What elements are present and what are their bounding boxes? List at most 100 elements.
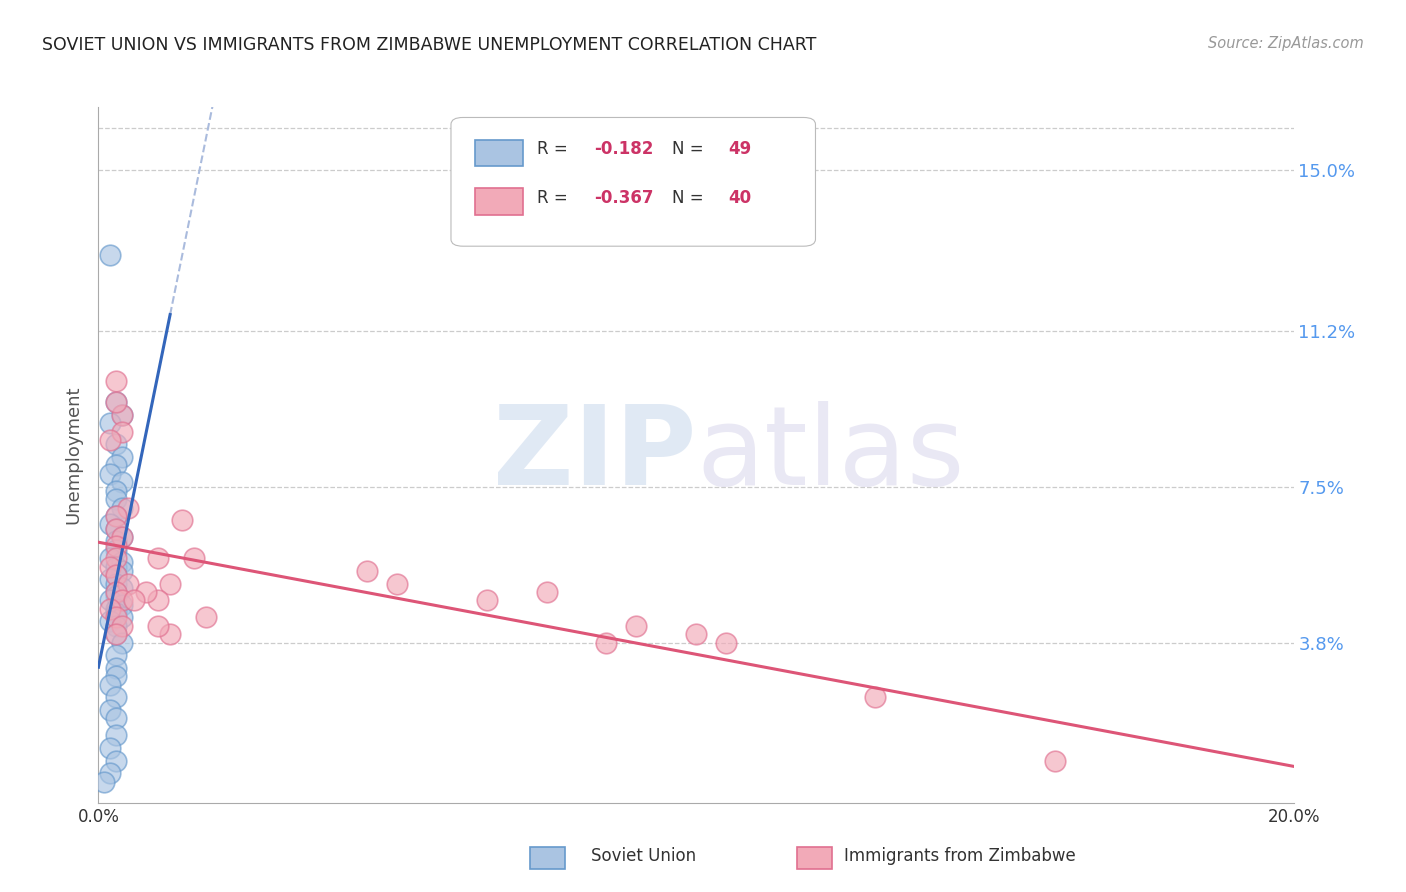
Point <box>111 581 134 595</box>
Point <box>105 661 128 675</box>
Point <box>100 559 122 574</box>
Point <box>100 602 122 616</box>
Text: R =: R = <box>537 189 574 207</box>
Point <box>105 539 128 553</box>
Point <box>105 458 128 473</box>
Point <box>195 610 218 624</box>
Point <box>100 247 122 261</box>
FancyBboxPatch shape <box>530 847 565 869</box>
Point <box>105 618 128 632</box>
Point <box>105 522 128 536</box>
Point <box>100 615 122 629</box>
Point <box>475 593 498 607</box>
Text: R =: R = <box>537 140 574 159</box>
Point <box>111 500 134 515</box>
Point <box>135 585 157 599</box>
Point <box>356 564 378 578</box>
Point <box>105 483 128 498</box>
Point <box>111 556 134 570</box>
Point <box>105 648 128 663</box>
Point <box>626 618 648 632</box>
Point <box>124 593 146 607</box>
Point <box>111 598 134 612</box>
Point <box>105 395 128 409</box>
Point <box>100 467 122 481</box>
Point <box>100 766 122 780</box>
Point <box>183 551 205 566</box>
Point <box>93 774 115 789</box>
Point <box>100 417 122 431</box>
Point <box>105 589 128 603</box>
Point <box>1043 754 1066 768</box>
Point <box>105 534 128 549</box>
Point <box>159 627 181 641</box>
Point <box>117 576 139 591</box>
Point <box>595 635 617 649</box>
Text: Immigrants from Zimbabwe: Immigrants from Zimbabwe <box>844 847 1076 865</box>
Point <box>100 741 122 756</box>
Point <box>105 522 128 536</box>
Point <box>148 551 170 566</box>
Point <box>105 728 128 742</box>
Text: SOVIET UNION VS IMMIGRANTS FROM ZIMBABWE UNEMPLOYMENT CORRELATION CHART: SOVIET UNION VS IMMIGRANTS FROM ZIMBABWE… <box>42 36 817 54</box>
Point <box>105 711 128 725</box>
Text: N =: N = <box>672 189 709 207</box>
Point <box>105 627 128 641</box>
Point <box>105 509 128 524</box>
Point <box>105 492 128 507</box>
Point <box>105 542 128 557</box>
Text: Soviet Union: Soviet Union <box>591 847 696 865</box>
Point <box>105 610 128 624</box>
Point <box>714 635 737 649</box>
Point <box>105 576 128 591</box>
Text: -0.367: -0.367 <box>595 189 654 207</box>
Point <box>117 500 139 515</box>
Point <box>111 408 134 422</box>
Point <box>105 585 128 599</box>
Point <box>865 690 887 705</box>
Point <box>100 433 122 447</box>
Point <box>111 425 134 439</box>
Text: Source: ZipAtlas.com: Source: ZipAtlas.com <box>1208 36 1364 51</box>
Point <box>685 627 707 641</box>
Y-axis label: Unemployment: Unemployment <box>65 385 83 524</box>
Text: 40: 40 <box>728 189 751 207</box>
FancyBboxPatch shape <box>475 188 523 215</box>
Point <box>111 450 134 464</box>
Text: ZIP: ZIP <box>492 401 696 508</box>
Point <box>100 593 122 607</box>
Point <box>105 627 128 641</box>
Point <box>105 690 128 705</box>
Point <box>105 395 128 409</box>
Point <box>111 610 134 624</box>
Text: N =: N = <box>672 140 709 159</box>
FancyBboxPatch shape <box>797 847 832 869</box>
Point <box>100 703 122 717</box>
Point <box>111 530 134 544</box>
Point <box>385 576 409 591</box>
Point <box>100 551 122 566</box>
Point <box>111 593 134 607</box>
Point <box>105 437 128 451</box>
FancyBboxPatch shape <box>451 118 815 246</box>
Point <box>105 559 128 574</box>
Text: atlas: atlas <box>696 401 965 508</box>
Text: -0.182: -0.182 <box>595 140 654 159</box>
Text: 49: 49 <box>728 140 751 159</box>
Point <box>172 513 194 527</box>
Point <box>111 475 134 490</box>
Point <box>105 606 128 620</box>
Point <box>111 564 134 578</box>
Point <box>100 572 122 586</box>
Point <box>159 576 181 591</box>
Point <box>111 618 134 632</box>
Point <box>105 754 128 768</box>
Point <box>105 509 128 524</box>
FancyBboxPatch shape <box>475 140 523 166</box>
Point <box>105 602 128 616</box>
Point <box>148 618 170 632</box>
Point <box>111 408 134 422</box>
Point <box>100 517 122 532</box>
Point <box>111 530 134 544</box>
Point <box>148 593 170 607</box>
